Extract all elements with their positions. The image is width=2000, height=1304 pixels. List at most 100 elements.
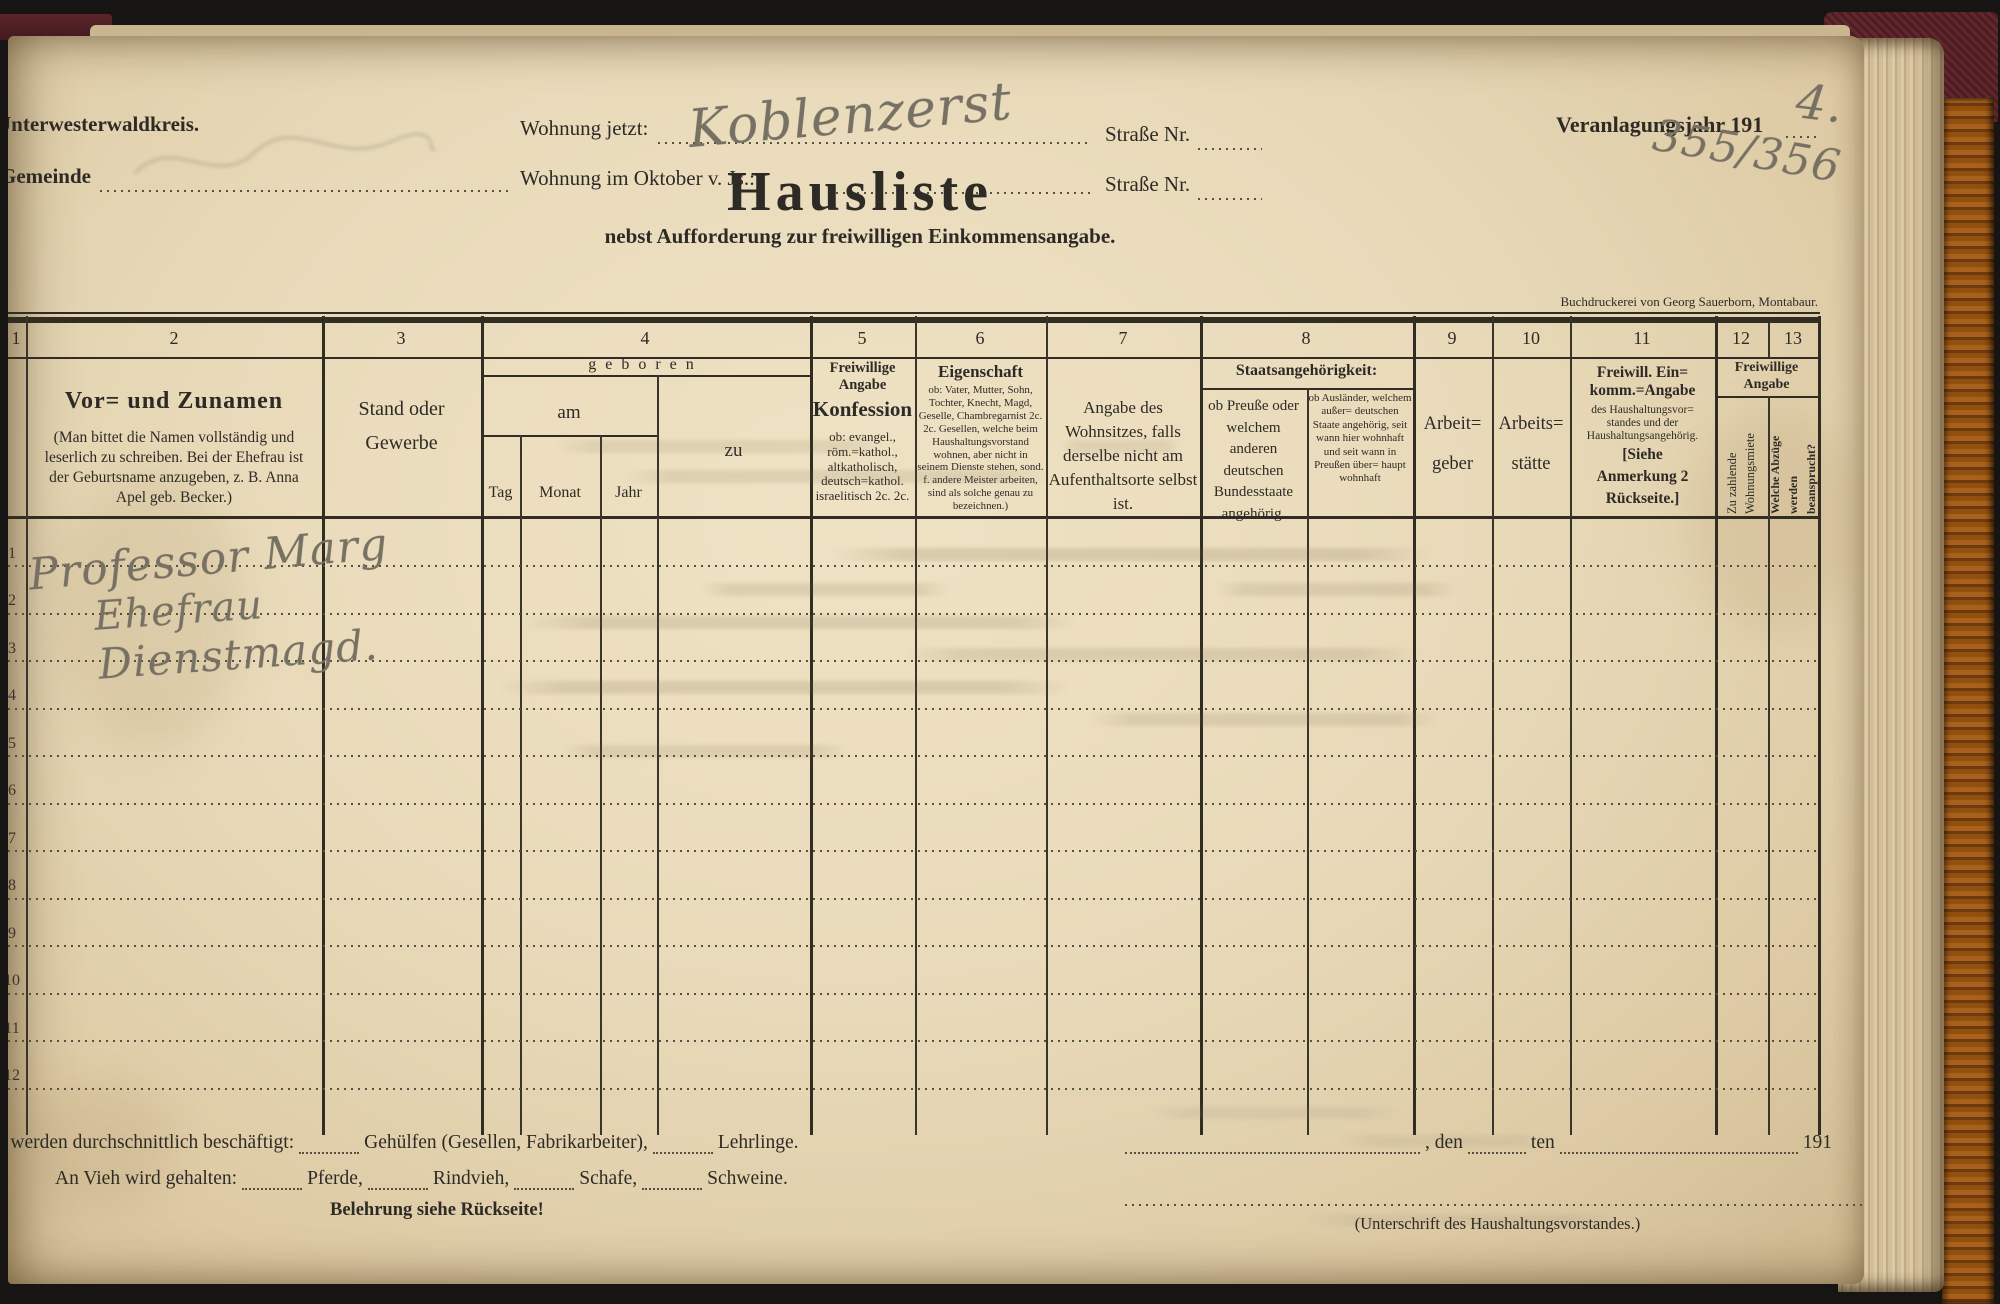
jahr-label: Jahr <box>615 484 642 501</box>
assessment-year-blank <box>1786 136 1816 138</box>
column-8-right-note: ob Ausländer, welchem außer= deutschen S… <box>1308 392 1412 485</box>
column-6-title: Eigenschaft <box>938 362 1023 381</box>
pencil-bleed-smudge <box>1150 1107 1400 1119</box>
table-top-thin-rule <box>8 312 1820 314</box>
strasse-nr-label-1: Straße Nr. <box>1105 122 1191 146</box>
form-sheet: Unterwesterwaldkreis. Gemeinde Wohnung j… <box>8 36 1864 1284</box>
geboren-underline <box>481 375 810 377</box>
livestock-item-3: Schafe, <box>579 1168 638 1189</box>
assessment-year-label: Veranlagungsjahr 191 <box>1556 112 1764 137</box>
row-number: 10 <box>8 972 20 989</box>
assessment-year-handwriting: 4. <box>1792 73 1848 135</box>
column-9-line2: geber <box>1431 454 1474 474</box>
row-number: 3 <box>8 640 16 657</box>
column-12-line1: Zu zahlende <box>1725 452 1739 514</box>
bleedthrough-smudge <box>555 440 885 453</box>
col-divider <box>1200 316 1203 1135</box>
wohnung-oktober-blank <box>836 192 1090 194</box>
livestock-blank-4 <box>642 1169 703 1190</box>
staats-sub-divider <box>1307 388 1309 1135</box>
employed-end: Lehrlinge. <box>717 1132 799 1153</box>
col12-13-divider-top <box>1768 322 1770 357</box>
date-den-label: , den <box>1425 1132 1463 1153</box>
column-8-left-note: ob Preuße oder welchem anderen deutschen… <box>1208 398 1299 522</box>
bleedthrough-smudge <box>700 583 950 596</box>
column-4-number: 4 <box>640 328 650 348</box>
column-12-line2: Wohnungsmiete <box>1743 433 1757 514</box>
col-divider <box>810 316 813 1135</box>
paper-stain <box>15 1080 175 1210</box>
col-divider <box>1715 316 1718 1135</box>
column-5-header-2: Angabe <box>838 377 887 393</box>
pencil-smudge <box>133 132 437 175</box>
column-3-number: 3 <box>396 328 406 348</box>
column-13-number: 13 <box>1784 328 1802 348</box>
form-subtitle: nebst Aufforderung zur freiwilligen Eink… <box>604 224 1116 248</box>
paper-stain <box>1690 410 1860 630</box>
col-divider <box>322 316 325 1135</box>
belehrung-note: Belehrung siehe Rückseite! <box>330 1200 544 1220</box>
column-8-number: 8 <box>1301 328 1311 348</box>
livestock-label: An Vieh wird gehalten: <box>55 1168 238 1189</box>
strasse-nr-blank-2 <box>1198 198 1262 200</box>
month-blank <box>1559 1133 1798 1154</box>
table-top-thick-rule <box>8 317 1820 323</box>
column-11-small: des Haushaltungsvor= standes und der Hau… <box>1586 404 1699 442</box>
livestock-blank-1 <box>242 1169 303 1190</box>
column-11-bold3: [Siehe <box>1622 446 1663 463</box>
column-11-bold2: komm.=Angabe <box>1589 382 1696 399</box>
bleedthrough-smudge <box>495 681 1070 694</box>
am-label: am <box>557 402 581 423</box>
gemeinde-blank <box>100 190 508 192</box>
row-line <box>8 1088 1818 1090</box>
column-1-number: 1 <box>11 328 21 348</box>
wohnung-jetzt-handwriting: Koblenzerst <box>686 71 1015 161</box>
row-line <box>8 565 1818 567</box>
column-13-line3: beansprucht? <box>1803 443 1818 514</box>
bleedthrough-smudge <box>900 648 1420 661</box>
wohnung-oktober-label: Wohnung im Oktober v. Js.: <box>520 166 755 190</box>
column-6-number: 6 <box>975 328 985 348</box>
bleedthrough-smudge <box>1060 440 1180 453</box>
column-5-header-1: Freiwillige <box>829 360 896 376</box>
day-blank <box>1467 1133 1526 1154</box>
row-number: 2 <box>8 592 16 609</box>
col-divider <box>915 316 917 1135</box>
row-number: 5 <box>8 735 16 752</box>
row-number: 1 <box>8 545 16 562</box>
row-line <box>8 755 1818 757</box>
place-blank <box>1125 1133 1420 1154</box>
form-page: Unterwesterwaldkreis. Gemeinde Wohnung j… <box>8 36 1864 1284</box>
wohnung-jetzt-label: Wohnung jetzt: <box>520 116 649 140</box>
am-underline <box>481 435 657 437</box>
date-year-label: 191 <box>1802 1132 1832 1153</box>
date-line: , den ten 191 <box>1125 1132 1832 1154</box>
bleedthrough-smudge <box>520 616 1080 629</box>
bleedthrough-smudge <box>1090 713 1440 726</box>
livestock-line: An Vieh wird gehalten: Pferde, Rindvieh,… <box>55 1168 788 1190</box>
column-12-number: 12 <box>1732 328 1750 348</box>
employed-blank-1 <box>299 1133 360 1154</box>
strasse-nr-blank-1 <box>1198 148 1262 150</box>
livestock-item-2: Rindvieh, <box>432 1168 510 1189</box>
col12-13-divider <box>1768 396 1770 1135</box>
row-line <box>8 803 1818 805</box>
bleedthrough-smudge <box>560 745 850 758</box>
zu-label: zu <box>724 440 743 461</box>
gemeinde-label: Gemeinde <box>8 164 91 188</box>
row-line <box>8 708 1818 710</box>
signature-caption: (Unterschrift des Haushaltungsvorstandes… <box>1354 1214 1641 1233</box>
column-6-note: ob: Vater, Mutter, Sohn, Tochter, Knecht… <box>917 384 1044 513</box>
form-title: Hausliste <box>727 161 993 223</box>
row-line <box>8 945 1818 947</box>
employed-line: Es werden durchschnittlich beschäftigt: … <box>8 1132 799 1154</box>
staats-underline <box>1200 388 1413 390</box>
row-number: 6 <box>8 782 16 799</box>
column-8-title: Staatsangehörigkeit: <box>1235 362 1378 379</box>
column-11-bold1: Freiwill. Ein= <box>1596 364 1689 381</box>
column-10-number: 10 <box>1522 328 1540 348</box>
column-9-number: 9 <box>1447 328 1457 348</box>
column-5-title: Konfession <box>812 397 913 421</box>
monat-jahr-divider <box>600 435 602 1135</box>
